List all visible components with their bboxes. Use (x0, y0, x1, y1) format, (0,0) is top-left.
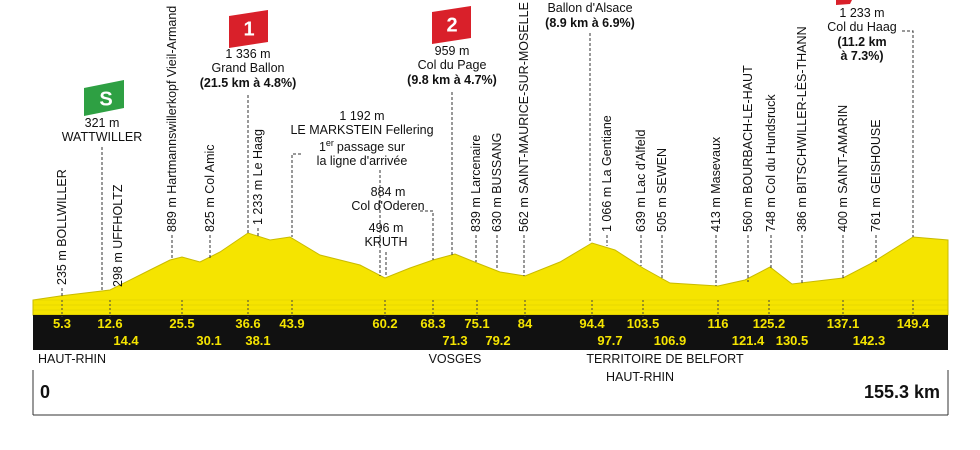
region: VOSGES (429, 352, 482, 366)
place-label: 748 m Col du Hundsruck (764, 94, 778, 232)
km-bottom: 106.9 (654, 333, 687, 348)
km-top: 116 (708, 316, 729, 331)
region: HAUT-RHIN (606, 370, 674, 384)
climb-detail: (21.5 km à 4.8%) (200, 76, 297, 90)
place-label: 1 233 m Le Haag (251, 129, 265, 225)
km-top: 84 (518, 316, 533, 331)
badge-label: S (99, 88, 112, 110)
climb-badge: 1 (229, 10, 268, 48)
km-bottom: 71.3 (442, 333, 467, 348)
place-name: Col d'Oderen (351, 199, 424, 213)
place-label: 505 m SEWEN (655, 148, 669, 232)
climb-detail: (9.8 km à 4.7%) (407, 73, 497, 87)
km-top: 75.1 (464, 316, 489, 331)
km-top: 68.3 (420, 316, 445, 331)
km-bottom: 121.4 (732, 333, 765, 348)
place-label: 400 m SAINT-AMARIN (836, 105, 850, 232)
km-top: 60.2 (372, 316, 397, 331)
place-label: 825 m Col Amic (203, 144, 217, 232)
climb-detail: à 7.3%) (840, 49, 883, 63)
km-top: 5.3 (53, 316, 71, 331)
km-bottom: 130.5 (776, 333, 809, 348)
note-text: passage sur (337, 140, 405, 154)
place-label: 562 m SAINT-MAURICE-SUR-MOSELLE (517, 2, 531, 232)
altitude: 321 m (85, 116, 120, 130)
place-label: 386 m BITSCHWILLER-LÈS-THANN (794, 26, 809, 232)
altitude: 1 336 m (225, 47, 270, 61)
km-top: 149.4 (897, 316, 930, 331)
place-label: 839 m Larcenaire (469, 135, 483, 232)
climb-detail: (11.2 km (837, 35, 886, 49)
km-bottom: 30.1 (196, 333, 221, 348)
place-label: 639 m Lac d'Alfeld (634, 130, 648, 232)
km-bottom: 142.3 (853, 333, 886, 348)
place-name: KRUTH (364, 235, 407, 249)
place-label: 761 m GEISHOUSE (869, 119, 883, 232)
km-band (33, 315, 948, 350)
badge-label: 1 (243, 18, 254, 40)
climb-badge (836, 0, 852, 5)
km-bottom: 97.7 (597, 333, 622, 348)
place-name: WATTWILLER (62, 130, 143, 144)
climb-detail: (8.9 km à 6.9%) (545, 16, 635, 30)
finish-note: la ligne d'arrivée (317, 154, 408, 168)
altitude: 1 233 m (839, 6, 884, 20)
altitude: 1 192 m (339, 109, 384, 123)
km-top: 103.5 (627, 316, 660, 331)
profile-hatching (33, 299, 948, 311)
place-label: 889 m Hartmannswillerkopf Vieil-Armand (165, 6, 179, 232)
km-top: 137.1 (827, 316, 860, 331)
km-top: 25.5 (169, 316, 194, 331)
place-label: 560 m BOURBACH-LE-HAUT (741, 65, 755, 232)
km-top: 125.2 (753, 316, 786, 331)
place-name: Grand Ballon (212, 61, 285, 75)
scale-end: 155.3 km (864, 382, 940, 402)
finish-note: 1er passage sur (319, 138, 405, 154)
place-label: 298 m UFFHOLTZ (111, 184, 125, 287)
connectors (101, 30, 914, 290)
km-bottom: 79.2 (485, 333, 510, 348)
note-suffix: er (326, 138, 334, 148)
place-label: 630 m BUSSANG (490, 133, 504, 232)
altitude: 959 m (435, 44, 470, 58)
region: TERRITOIRE DE BELFORT (586, 352, 744, 366)
region: HAUT-RHIN (38, 352, 106, 366)
scale-start: 0 (40, 382, 50, 402)
place-name: LE MARKSTEIN Fellering (290, 123, 433, 137)
place-label: 1 066 m La Gentiane (600, 115, 614, 232)
km-bottom: 38.1 (245, 333, 270, 348)
km-top: 36.6 (235, 316, 260, 331)
km-top: 94.4 (579, 316, 605, 331)
altitude: 496 m (369, 221, 404, 235)
note-ordinal: 1 (319, 140, 326, 154)
place-name: Col du Haag (827, 20, 897, 34)
km-bottom: 14.4 (113, 333, 139, 348)
sprint-badge: S (84, 80, 124, 116)
altitude: 1 178 m (567, 0, 612, 1)
km-top: 12.6 (97, 316, 122, 331)
profile (32, 232, 949, 316)
altitude: 884 m (371, 185, 406, 199)
climb-badge: 2 (432, 6, 471, 44)
place-name: Col du Page (418, 58, 487, 72)
place-label: 413 m Masevaux (709, 136, 723, 232)
place-label: 235 m BOLLWILLER (55, 169, 69, 285)
km-top: 43.9 (279, 316, 304, 331)
place-name: Ballon d'Alsace (547, 1, 632, 15)
badge-label: 2 (446, 14, 457, 36)
